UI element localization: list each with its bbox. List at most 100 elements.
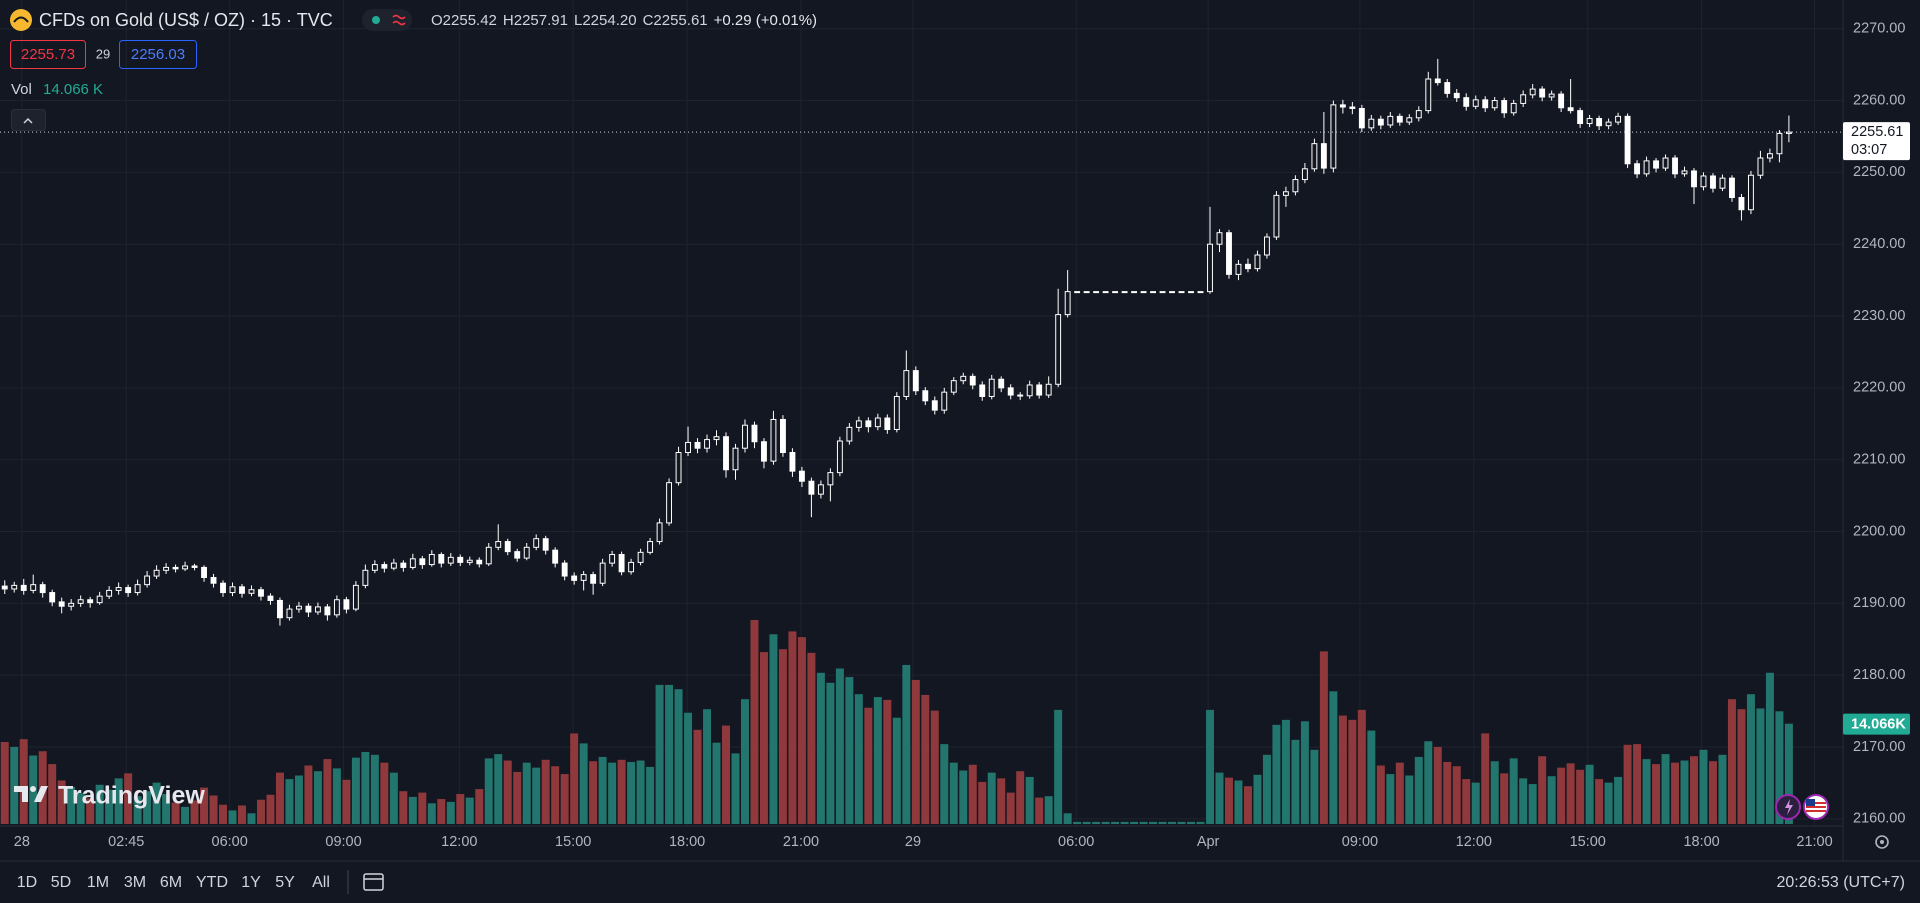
range-button[interactable]: 5D bbox=[51, 874, 71, 891]
candle-body bbox=[903, 370, 910, 397]
volume-bar bbox=[494, 754, 503, 824]
ohlc-value: 2254.20 bbox=[582, 12, 636, 29]
candle-body bbox=[1738, 197, 1745, 211]
volume-bar bbox=[275, 772, 284, 824]
volume-bar bbox=[1737, 709, 1746, 824]
candle-body bbox=[1539, 88, 1546, 98]
candle-body bbox=[343, 599, 350, 610]
status-pill[interactable] bbox=[362, 9, 412, 31]
range-button[interactable]: 1Y bbox=[241, 874, 261, 891]
candle-body bbox=[1169, 291, 1175, 294]
volume-bar bbox=[1623, 744, 1632, 824]
buy-button[interactable] bbox=[119, 40, 197, 69]
x-tick-label: 18:00 bbox=[669, 834, 705, 850]
candle-body bbox=[1358, 107, 1365, 129]
volume-bar bbox=[797, 637, 806, 824]
candle-pane bbox=[0, 58, 1843, 626]
range-button[interactable]: 1M bbox=[87, 874, 109, 891]
volume-bar bbox=[892, 717, 901, 824]
price-badge-value: 2255.61 bbox=[1851, 124, 1903, 140]
logo-text[interactable]: TradingView bbox=[58, 782, 205, 810]
volume-bar bbox=[835, 668, 844, 824]
volume-bar bbox=[181, 806, 190, 824]
ohlc-value: 2257.91 bbox=[514, 12, 568, 29]
volume-bar bbox=[968, 764, 977, 824]
candle-body bbox=[1045, 383, 1052, 396]
volume-bar bbox=[1348, 719, 1357, 824]
settings-icon[interactable] bbox=[1875, 835, 1889, 849]
spread: 29 bbox=[96, 46, 110, 61]
candle-body bbox=[115, 587, 122, 591]
volume-bar bbox=[930, 710, 939, 824]
volume-bar bbox=[940, 744, 949, 824]
candle-body bbox=[1529, 88, 1536, 96]
candle-body bbox=[1330, 104, 1337, 169]
range-button[interactable]: 6M bbox=[160, 874, 182, 891]
date-range-button[interactable] bbox=[363, 873, 384, 891]
volume-bar bbox=[48, 764, 57, 824]
volume-badge bbox=[1843, 713, 1910, 735]
volume-bar bbox=[1443, 761, 1452, 824]
candle-body bbox=[770, 418, 777, 462]
volume-bar bbox=[1547, 776, 1556, 824]
candle-body bbox=[1748, 174, 1754, 211]
candle-body bbox=[893, 395, 900, 431]
candle-body bbox=[865, 420, 872, 428]
volume-bar bbox=[1262, 754, 1271, 824]
x-tick-label: 12:00 bbox=[441, 834, 477, 850]
candle-body bbox=[239, 586, 245, 594]
volume-bar bbox=[0, 741, 9, 824]
volume-bar bbox=[1281, 719, 1290, 824]
flag-canton bbox=[1806, 799, 1815, 806]
candle-body bbox=[1140, 291, 1147, 294]
volume-bar bbox=[76, 793, 85, 824]
candle-body bbox=[1349, 106, 1356, 109]
volume-bar bbox=[1452, 766, 1461, 824]
volume-bar bbox=[323, 759, 332, 824]
symbol-title[interactable]: CFDs on Gold (US$ / OZ) · 15 · TVC bbox=[39, 10, 333, 30]
candle-body bbox=[827, 472, 834, 486]
range-button[interactable]: YTD bbox=[196, 874, 228, 891]
volume-bar bbox=[124, 773, 133, 824]
range-button[interactable]: 5Y bbox=[275, 874, 295, 891]
candle-body bbox=[96, 595, 103, 604]
volume-bar bbox=[911, 679, 920, 824]
ohlc-label: O bbox=[431, 12, 443, 29]
volume-bar bbox=[95, 784, 104, 824]
volume-bar bbox=[105, 789, 114, 824]
candle-body bbox=[1207, 243, 1213, 293]
clock[interactable]: 20:26:53 (UTC+7) bbox=[1776, 874, 1905, 891]
volume-bar bbox=[1187, 821, 1196, 824]
volume-bar bbox=[1462, 779, 1471, 824]
volume-bar bbox=[114, 778, 123, 824]
volume-bar bbox=[703, 709, 712, 824]
volume-bar bbox=[949, 762, 958, 824]
volume-bar bbox=[1633, 744, 1642, 824]
candle-body bbox=[1216, 232, 1223, 245]
candle-body bbox=[210, 576, 217, 584]
volume-bar bbox=[1300, 721, 1309, 824]
sell-button[interactable] bbox=[10, 40, 86, 69]
volume-bar bbox=[1718, 754, 1727, 824]
volume-bar bbox=[1168, 821, 1177, 824]
candle-body bbox=[466, 559, 473, 563]
volume-bar bbox=[1367, 730, 1376, 824]
range-button[interactable]: All bbox=[312, 874, 330, 891]
volume-bar bbox=[1196, 821, 1205, 824]
candle-body bbox=[1188, 291, 1194, 294]
candle-body bbox=[1577, 110, 1584, 125]
volume-bar bbox=[722, 725, 730, 824]
candle-body bbox=[258, 589, 264, 597]
x-tick-label: Apr bbox=[1197, 834, 1220, 850]
range-button[interactable]: 1D bbox=[17, 874, 37, 891]
volume-bar bbox=[598, 756, 607, 824]
candle-body bbox=[1007, 387, 1014, 396]
candle-body bbox=[1245, 263, 1251, 270]
volume-bar bbox=[1509, 758, 1518, 824]
range-button[interactable]: 3M bbox=[124, 874, 146, 891]
collapse-icon bbox=[23, 117, 33, 124]
volume-bar bbox=[1063, 813, 1072, 824]
candle-body bbox=[1055, 314, 1062, 385]
